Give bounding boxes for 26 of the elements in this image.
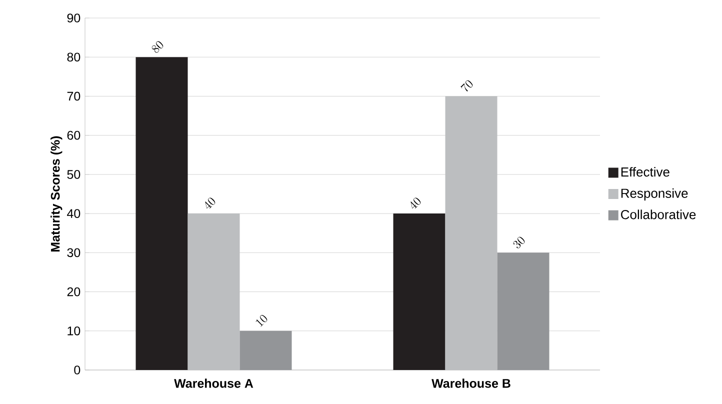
y-tick-label: 30: [67, 248, 80, 258]
bar: [240, 330, 292, 370]
y-tick-label: 60: [67, 130, 80, 140]
legend-label: Effective: [621, 167, 670, 177]
bar: [393, 214, 446, 370]
x-tick-label: Warehouse A: [174, 378, 254, 388]
x-tick-label: Warehouse B: [432, 378, 510, 388]
y-tick-label: 80: [67, 52, 80, 62]
y-tick-label: 20: [67, 287, 80, 296]
y-axis-title: Maturity Scores (%): [50, 136, 62, 252]
data-label: 80: [152, 41, 164, 53]
y-tick-label: 10: [68, 326, 80, 336]
legend-label: Collaborative: [621, 210, 696, 220]
data-label: 10: [256, 315, 268, 327]
y-tick-label: 0: [74, 366, 80, 374]
data-label: 30: [513, 236, 525, 248]
data-label: 40: [205, 198, 216, 209]
data-label: 70: [460, 80, 473, 92]
legend-label: Responsive: [621, 188, 688, 200]
y-tick-label: 50: [67, 170, 80, 179]
y-tick-label: 40: [67, 209, 80, 218]
y-tick-label: 70: [67, 92, 80, 101]
data-label: 40: [410, 198, 421, 209]
bar: [136, 57, 188, 370]
bar: [497, 252, 550, 370]
y-tick-label: 90: [67, 14, 80, 22]
